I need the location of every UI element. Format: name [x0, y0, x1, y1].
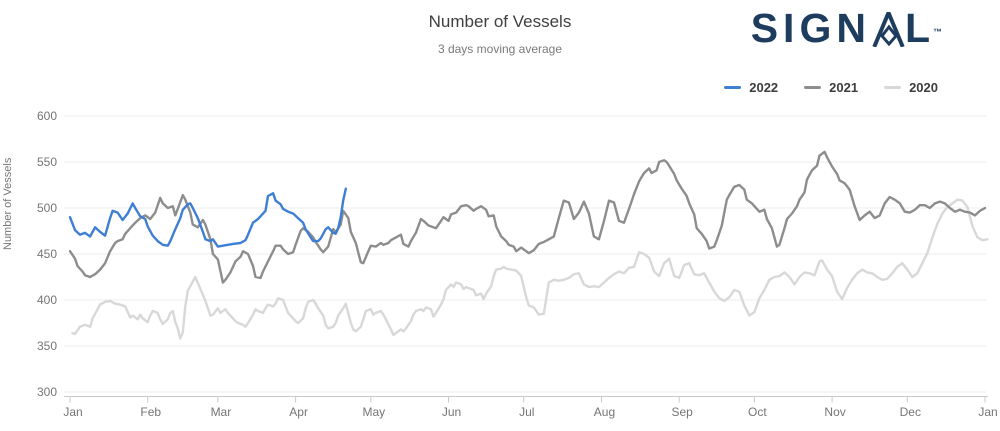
y-tick-label-500: 500 — [37, 201, 57, 215]
logo-text-sign: SIGN — [750, 5, 871, 51]
x-tick-label-4: May — [362, 405, 385, 419]
legend-swatch-2022 — [724, 86, 742, 89]
y-tick-label-300: 300 — [37, 385, 57, 399]
series-line-2020 — [71, 198, 989, 340]
y-tick-label-350: 350 — [37, 339, 57, 353]
legend-item-2022[interactable]: 2022 — [724, 80, 778, 95]
x-tick-label-11: Dec — [900, 405, 921, 419]
logo-trademark: ™ — [933, 27, 942, 37]
x-tick-label-5: Jun — [442, 405, 461, 419]
chart-title: Number of Vessels — [428, 12, 572, 31]
legend-label-2020: 2020 — [909, 80, 938, 95]
y-tick-label-600: 600 — [37, 109, 57, 123]
legend-swatch-2020 — [884, 86, 902, 89]
y-tick-label-450: 450 — [37, 247, 57, 261]
legend-label-2022: 2022 — [749, 80, 779, 95]
x-tick-label-8: Sep — [671, 405, 693, 419]
x-tick-label-0: Jan — [63, 405, 82, 419]
legend-label-2021: 2021 — [829, 80, 859, 95]
x-tick-label-10: Nov — [824, 405, 845, 419]
x-tick-label-6: Jul — [519, 405, 534, 419]
legend-item-2020[interactable]: 2020 — [884, 80, 938, 95]
y-tick-label-550: 550 — [37, 155, 57, 169]
chart-legend: 2022 2021 2020 — [724, 80, 938, 95]
x-tick-label-9: Oct — [748, 405, 767, 419]
x-tick-label-3: Apr — [289, 405, 308, 419]
series-line-2022 — [68, 187, 347, 248]
legend-item-2021[interactable]: 2021 — [804, 80, 858, 95]
signal-logo: SIGN L ™ — [751, 6, 942, 54]
series-line-2021 — [68, 150, 987, 284]
chart-subtitle: 3 days moving average — [437, 42, 563, 56]
x-tick-label-12: Jan — [978, 405, 997, 419]
y-tick-label-400: 400 — [37, 293, 57, 307]
x-tick-label-2: Mar — [211, 405, 232, 419]
x-tick-label-1: Feb — [140, 405, 161, 419]
x-tick-label-7: Aug — [594, 405, 615, 419]
logo-text-l: L — [904, 5, 935, 51]
logo-a-mark-icon — [872, 12, 905, 47]
legend-swatch-2021 — [804, 86, 822, 89]
